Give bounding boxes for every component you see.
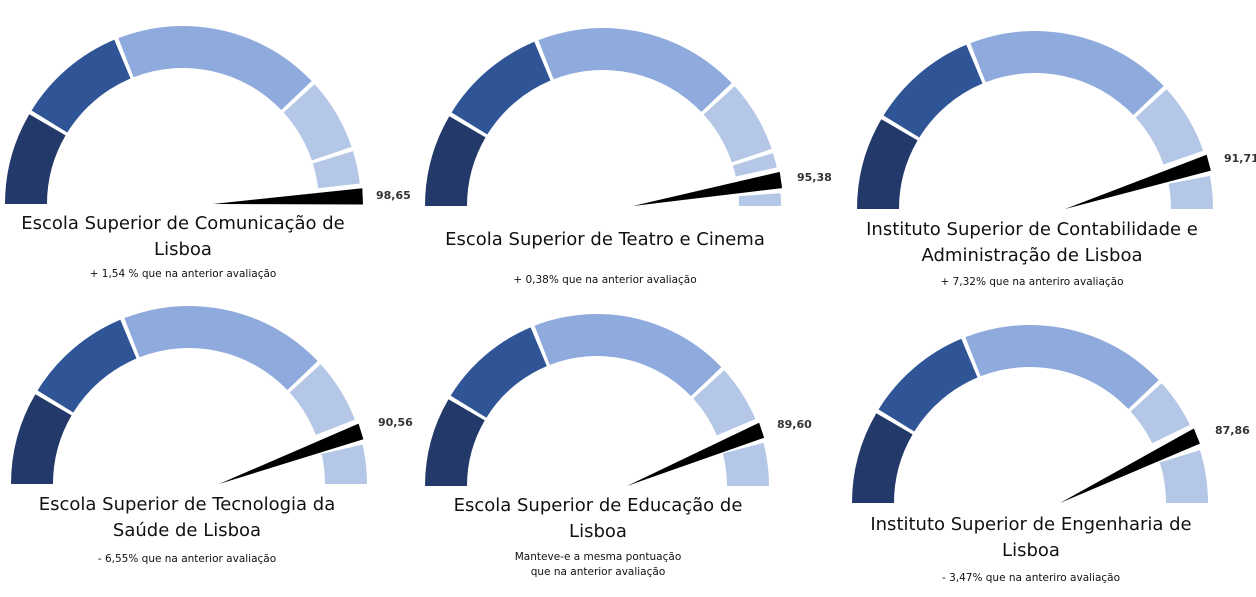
- gauge-band-segment: [878, 338, 978, 432]
- gauge-band-segment: [451, 41, 551, 135]
- gauge-band-segment: [738, 193, 781, 206]
- gauge-needle: [219, 423, 364, 484]
- gauge-title: Escola Superior de Teatro e Cinema: [440, 227, 770, 253]
- gauge-note: + 1,54 % que na anterior avaliação: [18, 267, 348, 282]
- gauge-note: Manteve-e a mesma pontuação que na anter…: [433, 550, 763, 580]
- gauge-band-segment: [312, 151, 360, 189]
- gauge-title-line: Instituto Superior de Engenharia de: [870, 514, 1192, 535]
- gauge-note-line: - 6,55% que na anterior avaliação: [97, 553, 277, 565]
- gauge-title-line: Escola Superior de Tecnologia da: [38, 494, 336, 515]
- gauge-note: - 3,47% que na anteriro avaliação: [861, 571, 1201, 586]
- gauge-band-segment: [693, 370, 756, 436]
- gauge-title: Instituto Superior de Contabilidade e Ad…: [857, 217, 1207, 269]
- gauge-note-line: Manteve-e a mesma pontuação: [514, 551, 682, 563]
- gauge-band-segment: [732, 153, 777, 177]
- gauge-note-line: + 1,54 % que na anterior avaliação: [89, 268, 277, 280]
- gauge-value-label: 95,38: [797, 171, 832, 184]
- gauge-note-line: - 3,47% que na anteriro avaliação: [941, 572, 1121, 584]
- gauge-band-segment: [124, 306, 318, 391]
- gauge-title-line: Administração de Lisboa: [921, 245, 1143, 266]
- gauge-needle: [1060, 428, 1200, 503]
- gauge-title: Escola Superior de Tecnologia da Saúde d…: [22, 492, 352, 544]
- gauge-title: Escola Superior de Educação de Lisboa: [433, 493, 763, 545]
- gauge-needle: [633, 171, 783, 206]
- gauge-title-line: Lisboa: [1002, 540, 1060, 561]
- gauge-band-segment: [37, 319, 137, 413]
- gauge-title: Instituto Superior de Engenharia de Lisb…: [861, 512, 1201, 564]
- gauge-title-line: Escola Superior de Teatro e Cinema: [445, 229, 765, 250]
- gauge-note-line: + 7,32% que na anteriro avaliação: [940, 276, 1124, 288]
- gauge-band-segment: [425, 399, 485, 486]
- gauge-title-line: Lisboa: [569, 521, 627, 542]
- gauge-title-line: Escola Superior de Educação de: [453, 495, 743, 516]
- gauge-band-segment: [1130, 383, 1190, 444]
- gauge-band-segment: [450, 327, 547, 418]
- gauge-band-segment: [857, 119, 918, 209]
- gauge-band-segment: [118, 25, 312, 111]
- gauge-title-line: Lisboa: [154, 239, 212, 260]
- gauge-band-segment: [534, 314, 722, 397]
- gauge-needle: [213, 188, 363, 205]
- gauge-value-label: 87,86: [1215, 424, 1250, 437]
- gauge-needle: [627, 422, 765, 486]
- gauge-band-segment: [852, 413, 913, 503]
- gauge-note: + 0,38% que na anterior avaliação: [440, 273, 770, 288]
- gauge-band-segment: [11, 394, 72, 484]
- gauge-title-line: Escola Superior de Comunicação de: [21, 213, 345, 234]
- gauge-title-line: Instituto Superior de Contabilidade e: [866, 219, 1198, 240]
- gauge-title-line: Saúde de Lisboa: [112, 520, 262, 541]
- gauge-band-segment: [538, 28, 732, 113]
- gauge-value-label: 91,71: [1224, 152, 1256, 165]
- gauge-band-segment: [31, 39, 131, 133]
- gauge-band-segment: [321, 444, 367, 484]
- gauge-band-segment: [970, 31, 1164, 116]
- gauge-band-segment: [289, 364, 355, 435]
- gauge-band-segment: [883, 44, 983, 138]
- gauge-note: + 7,32% que na anteriro avaliação: [857, 275, 1207, 290]
- gauge-note: - 6,55% que na anterior avaliação: [22, 552, 352, 567]
- gauge-band-segment: [1159, 450, 1208, 503]
- gauge-band-segment: [5, 114, 66, 204]
- gauge-band-segment: [965, 325, 1159, 410]
- gauge-needle: [1065, 154, 1211, 209]
- gauge-band-segment: [722, 442, 769, 486]
- gauge-title: Escola Superior de Comunicação de Lisboa: [18, 211, 348, 263]
- gauge-band-segment: [425, 116, 486, 206]
- gauge-value-label: 98,65: [376, 189, 411, 202]
- gauge-note-line: que na anterior avaliação: [530, 566, 666, 578]
- gauge-value-label: 90,56: [378, 416, 413, 429]
- gauge-value-label: 89,60: [777, 418, 812, 431]
- gauge-band-segment: [283, 84, 352, 161]
- gauge-band-segment: [1135, 89, 1204, 165]
- gauge-note-line: + 0,38% que na anterior avaliação: [513, 274, 697, 286]
- gauge-band-segment: [1168, 175, 1213, 209]
- gauge-band-segment: [703, 86, 772, 163]
